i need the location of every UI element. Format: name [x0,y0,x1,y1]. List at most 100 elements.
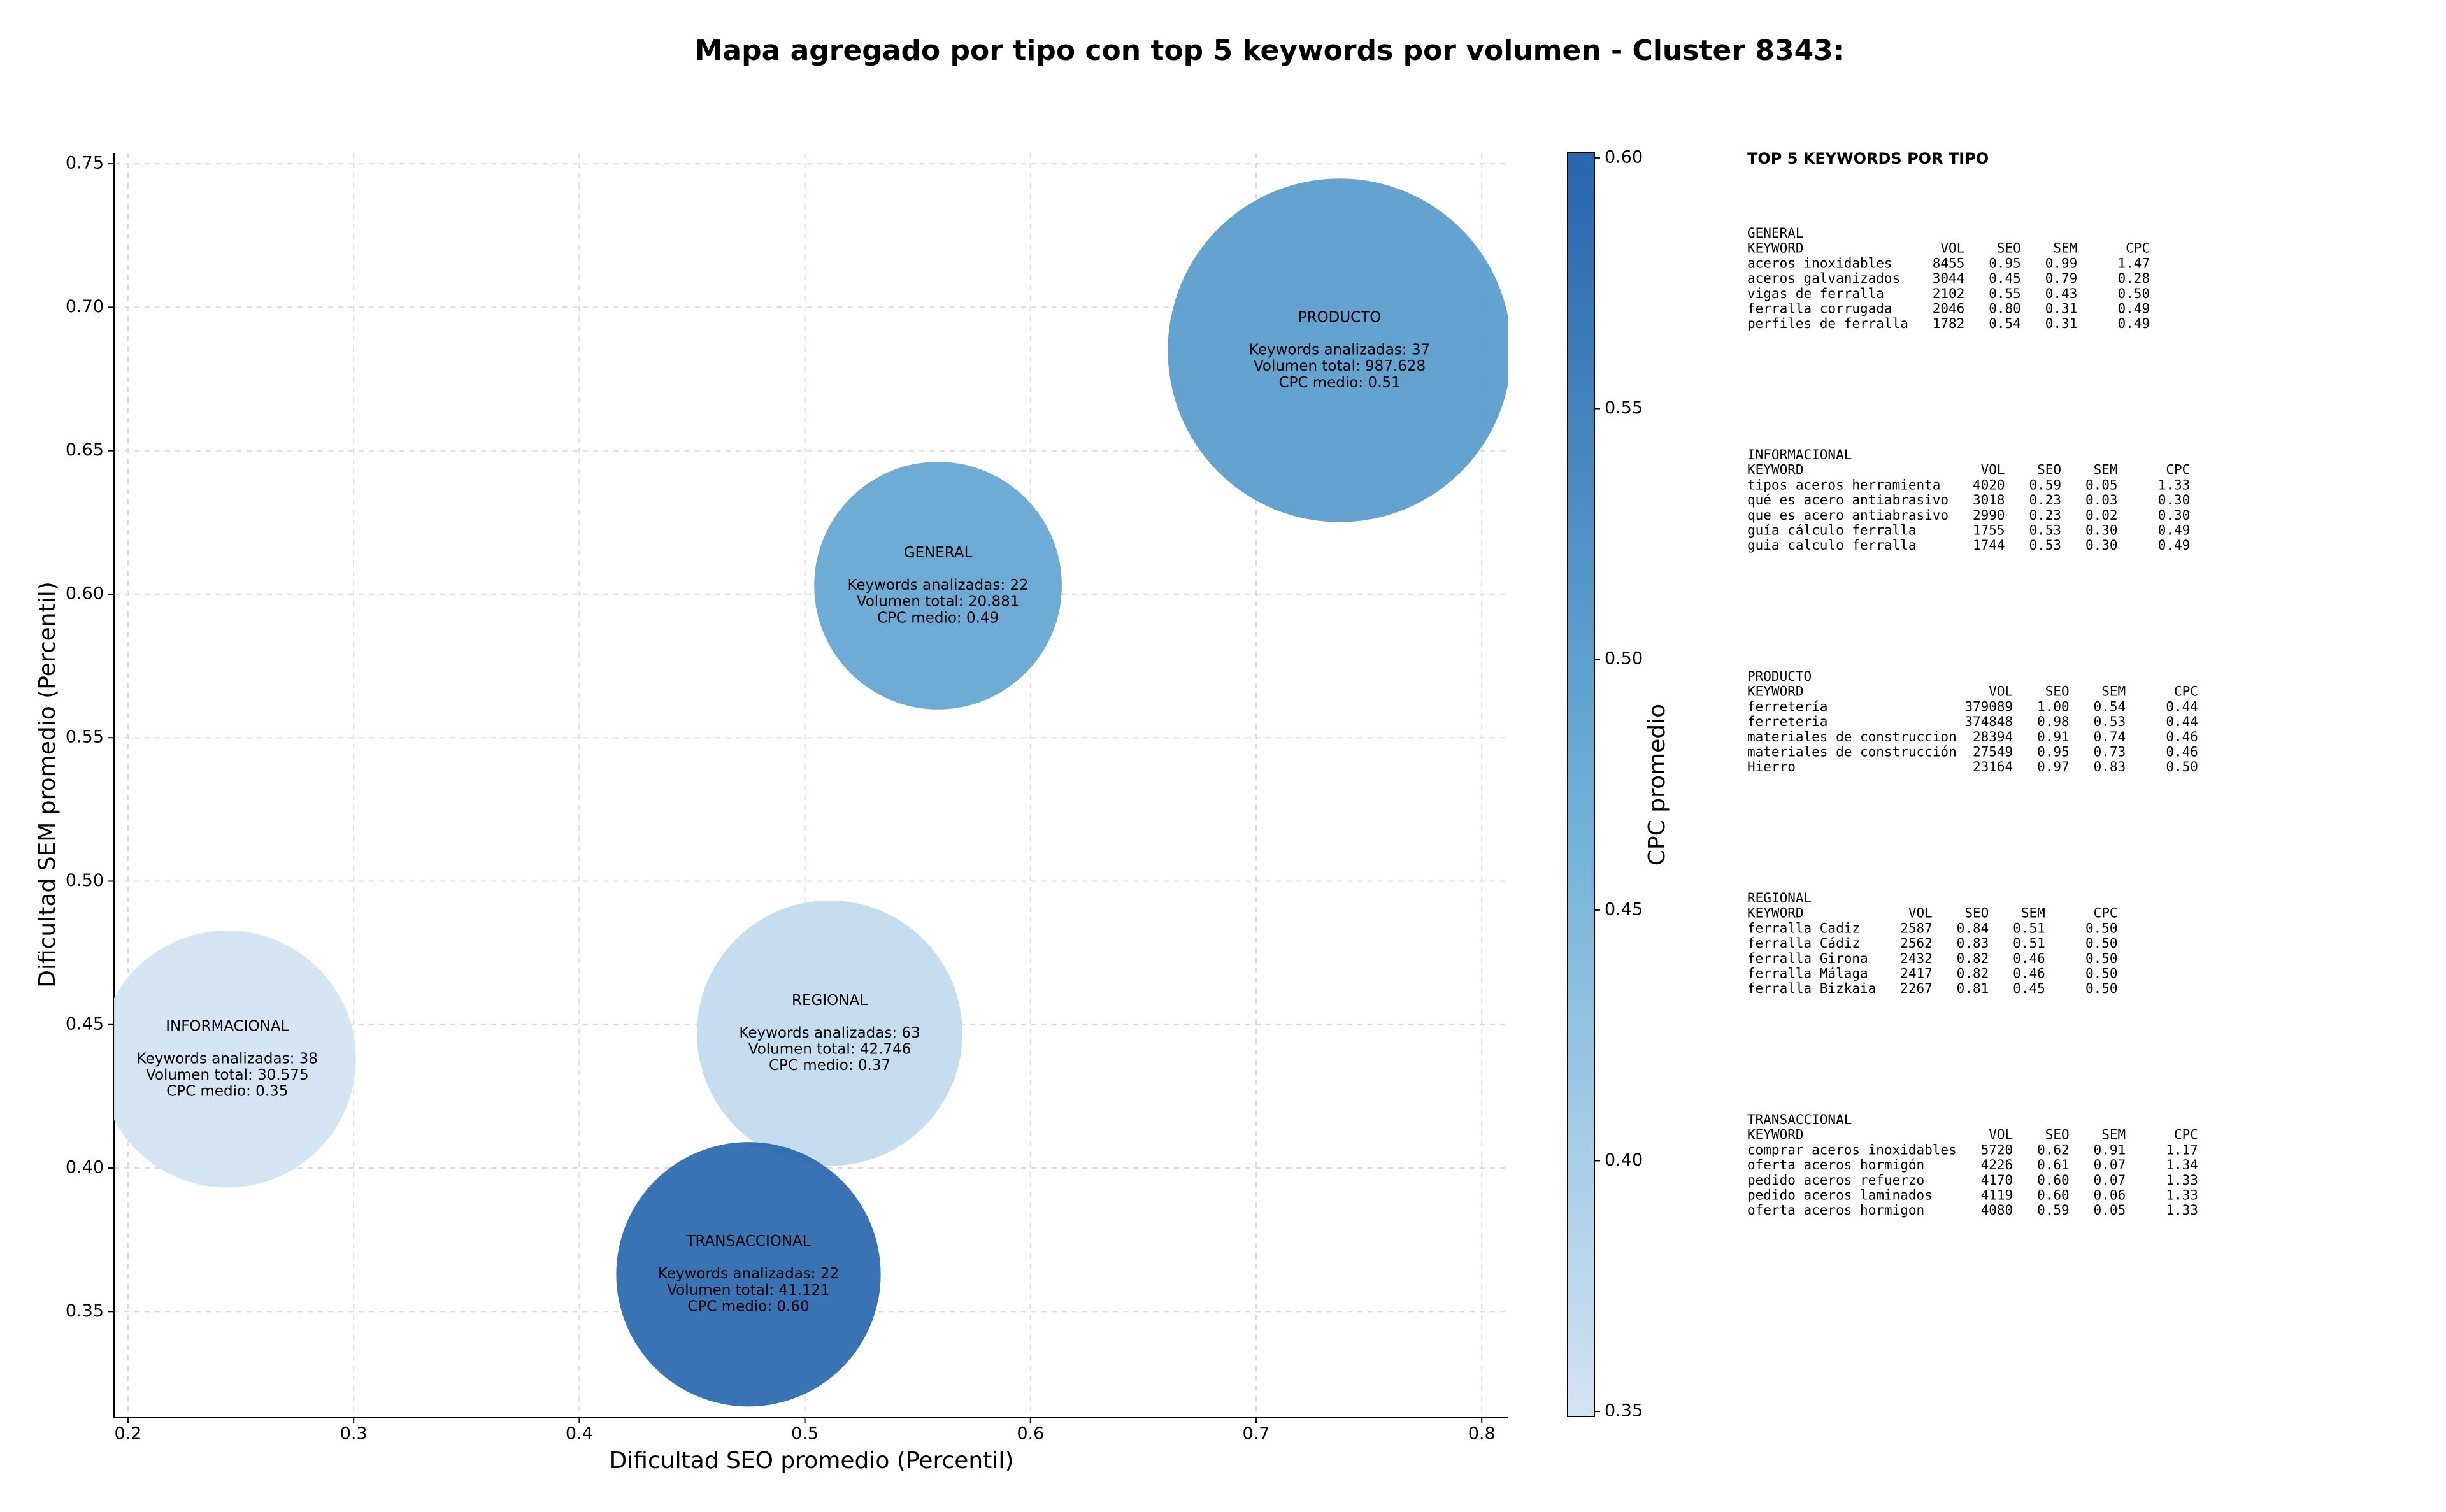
table-keyword: oferta aceros hormigon [1747,1202,1924,1218]
y-axis-label: Dificultad SEM promedio (Percentil) [34,581,61,988]
table-cell: CPC [2174,684,2198,699]
table-cell: 0.51 [2013,920,2045,936]
x-axis-label: Dificultad SEO promedio (Percentil) [610,1448,1014,1474]
y-tick-label: 0.45 [66,1014,104,1034]
table-cell: 0.46 [2166,729,2198,745]
table-cell: 0.73 [2094,745,2126,760]
table-cell: SEO [2045,684,2070,699]
table-cell: VOL [1908,906,1933,921]
table-cell: 4080 [1981,1202,2013,1218]
table-cell: 0.81 [1957,981,1989,996]
table-cell: 1744 [1973,538,2005,553]
table-keyword: guia calculo ferralla [1747,538,1917,553]
table-cell: CPC [2174,1127,2198,1143]
table-keyword: KEYWORD [1747,684,1804,699]
bubble-label: Volumen total: 42.746 [748,1041,912,1057]
table-cell: 0.50 [2085,920,2118,936]
table-cell: 0.95 [1989,255,2021,271]
bubble [114,931,356,1188]
bubble-label: Keywords analizadas: 38 [137,1050,318,1067]
table-keyword: pedido aceros laminados [1747,1188,1933,1203]
x-tick-label: 0.2 [114,1424,141,1444]
colorbar-tick-label: 0.50 [1605,649,1643,669]
colorbar-tick-label: 0.45 [1605,899,1643,919]
colorbar-tick-label: 0.35 [1605,1401,1643,1421]
table-keyword: KEYWORD [1747,906,1804,921]
table-keyword: aceros inoxidables [1747,255,1892,271]
table-cell: 2990 [1973,508,2005,523]
table-title: PRODUCTO [1747,669,1812,684]
bubble-label: Volumen total: 30.575 [146,1067,309,1083]
table-keyword: aceros galvanizados [1747,271,1900,286]
table-cell: 0.23 [2029,508,2061,523]
table-cell: 0.28 [2118,271,2150,286]
table-cell: 1.34 [2166,1157,2198,1173]
y-tick-label: 0.60 [66,583,104,603]
y-tick-label: 0.65 [66,440,104,460]
table-cell: 0.91 [2094,1142,2126,1157]
table-cell: 2587 [1900,920,1933,936]
bubble [1168,178,1508,522]
table-cell: SEM [2101,684,2126,699]
x-tick-label: 0.7 [1243,1424,1270,1444]
table-cell: SEO [2045,1127,2070,1143]
x-tick-label: 0.8 [1468,1424,1496,1444]
bubble [616,1142,881,1407]
table-cell: 0.31 [2045,301,2078,317]
y-tick-label: 0.75 [66,153,104,173]
table-keyword: ferretería [1747,699,1827,714]
bubble-name: REGIONAL [792,992,868,1009]
table-keyword: ferralla Girona [1747,951,1868,966]
table-cell: 2102 [1933,286,1965,301]
bubble-label: Keywords analizadas: 22 [658,1266,839,1282]
table-keyword: KEYWORD [1747,241,1804,256]
bubble-label: Volumen total: 987.628 [1254,358,1426,374]
table-cell: 0.46 [2166,745,2198,760]
table-cell: 0.44 [2166,714,2198,729]
table-cell: 0.83 [1957,936,1989,951]
table-cell: SEM [2094,462,2118,478]
table-keyword: ferralla corrugada [1747,301,1892,317]
bubble-label: CPC medio: 0.49 [877,610,999,626]
table-cell: 1.33 [2158,477,2191,492]
table-cell: 379089 [1964,699,2013,714]
table-keyword: tipos aceros herramienta [1747,477,1940,492]
y-tick-label: 0.55 [66,727,104,747]
table-keyword: ferreteria [1747,714,1827,729]
table-cell: 0.84 [1957,920,1989,936]
table-cell: 0.61 [2037,1157,2070,1173]
table-cell: 1.33 [2166,1202,2198,1218]
table-cell: 0.60 [2037,1173,2070,1188]
bubble [697,900,962,1166]
table-cell: 0.50 [2118,286,2150,301]
colorbar [1567,152,1595,1417]
table-cell: 8455 [1933,255,1965,271]
table-cell: 0.62 [2037,1142,2070,1157]
table-cell: 0.05 [2094,1202,2126,1218]
table-cell: 0.60 [2037,1188,2070,1203]
bubble-label: CPC medio: 0.37 [769,1057,890,1074]
table-cell: 27549 [1973,745,2013,760]
table-cell: 0.49 [2158,523,2191,538]
table-cell: SEM [2021,906,2045,921]
colorbar-tick-label: 0.55 [1605,398,1643,418]
table-title: TRANSACCIONAL [1747,1112,1852,1127]
table-cell: 0.54 [2094,699,2126,714]
table-cell: 0.43 [2045,286,2078,301]
table-cell: 1.33 [2166,1173,2198,1188]
table-cell: 1.00 [2037,699,2070,714]
table-keyword: vigas de ferralla [1747,286,1884,301]
table-keyword: ferralla Bizkaia [1747,981,1876,996]
table-cell: 0.46 [2013,966,2045,981]
table-cell: 0.53 [2029,538,2061,553]
table-cell: 0.30 [2085,523,2118,538]
bubble-label: Keywords analizadas: 37 [1249,341,1430,358]
table-cell: 28394 [1973,729,2013,745]
table-title: INFORMACIONAL [1747,447,1852,462]
table-cell: 0.79 [2045,271,2078,286]
table-cell: 0.59 [2037,1202,2070,1218]
table-cell: CPC [2166,462,2190,478]
table-cell: VOL [1989,1127,2013,1143]
colorbar-label: CPC promedio [1644,704,1670,866]
